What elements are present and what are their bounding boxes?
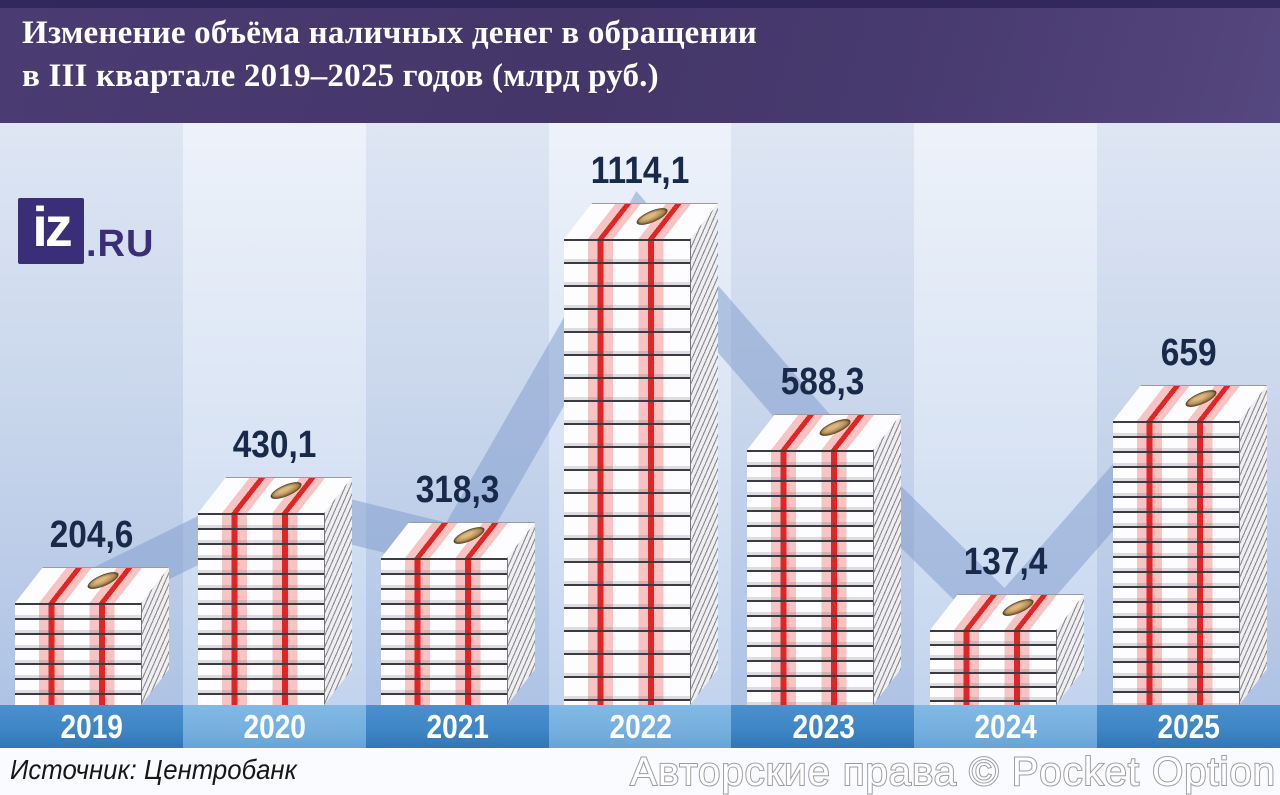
chart-title: Изменение объёма наличных денег в обраще… (22, 12, 757, 98)
stack-side-face (1238, 385, 1267, 705)
seal-icon (817, 415, 853, 440)
seal-icon (1182, 386, 1219, 411)
chart-area: 204,6 430,1 318,3 1114,1 588,3 137,4 659 (0, 123, 1280, 705)
bar-value-label: 430,1 (164, 424, 384, 467)
banknote-stack-2023 (746, 414, 903, 705)
footer: Источник: Центробанк Авторские права © P… (0, 748, 1280, 795)
x-axis-label: 2021 (426, 707, 489, 745)
stack-front-face (15, 603, 142, 705)
seal-icon (268, 478, 305, 503)
x-axis-band-2021: 2021 (365, 705, 550, 748)
bar-value-label: 204,6 (0, 514, 201, 557)
x-axis-label: 2022 (609, 707, 672, 745)
x-axis-band-2022: 2022 (548, 705, 733, 748)
x-axis-label: 2019 (60, 707, 124, 745)
izru-logo-suffix: .RU (86, 223, 155, 265)
x-axis-label: 2024 (974, 707, 1038, 745)
bar-value-text: 204,6 (49, 514, 134, 556)
bar-value-text: 588,3 (781, 361, 865, 403)
x-axis-label: 2025 (1157, 707, 1221, 745)
x-axis-label: 2020 (243, 707, 306, 745)
banknote-stack-2025 (1112, 385, 1269, 705)
bar-value-label: 318,3 (347, 469, 567, 512)
bar-value-label: 588,3 (713, 361, 933, 404)
izru-logo-icon: iz (18, 198, 84, 264)
chart-title-line1: Изменение объёма наличных денег в обраще… (22, 15, 758, 51)
x-axis-label: 2023 (792, 707, 855, 745)
watermark-text: Авторские права © Pocket Option (629, 749, 1276, 795)
seal-icon (85, 568, 122, 593)
bar-value-text: 137,4 (963, 541, 1048, 583)
stack-front-face (381, 558, 508, 705)
seal-icon (999, 595, 1036, 620)
stack-front-face (1112, 421, 1239, 705)
banknote-stack-2022 (564, 203, 720, 705)
bar-value-text: 659 (1160, 332, 1217, 374)
stack-front-face (746, 450, 873, 705)
banknote-stack-2020 (198, 477, 354, 705)
x-axis-band-2023: 2023 (731, 705, 916, 748)
izru-logo: iz .RU (18, 198, 154, 264)
header-banner: Изменение объёма наличных денег в обраще… (0, 0, 1280, 123)
x-axis-band-2025: 2025 (1097, 705, 1280, 748)
stack-front-face (198, 513, 325, 705)
x-axis-band-2024: 2024 (914, 705, 1099, 748)
seal-icon (451, 523, 488, 548)
bar-value-label: 1114,1 (530, 150, 750, 193)
stack-side-face (690, 203, 718, 705)
bar-value-text: 1114,1 (590, 150, 690, 192)
bar-value-text: 318,3 (415, 469, 499, 511)
stack-front-face (929, 630, 1056, 705)
banknote-stack-2021 (381, 522, 537, 705)
bar-value-label: 659 (1079, 332, 1280, 375)
x-axis-band-2019: 2019 (0, 705, 184, 748)
x-axis-band-2020: 2020 (182, 705, 367, 748)
seal-icon (634, 204, 670, 229)
x-axis: 2019 2020 2021 2022 2023 2024 2025 (0, 705, 1280, 748)
bar-value-label: 137,4 (896, 541, 1116, 584)
stack-front-face (564, 239, 690, 705)
source-label: Источник: Центробанк (10, 754, 297, 785)
banknote-stack-2019 (15, 567, 171, 705)
chart-title-line2: в III квартале 2019–2025 годов (млрд руб… (22, 58, 659, 94)
banknote-stack-2024 (929, 594, 1086, 705)
bar-value-text: 430,1 (232, 424, 317, 466)
